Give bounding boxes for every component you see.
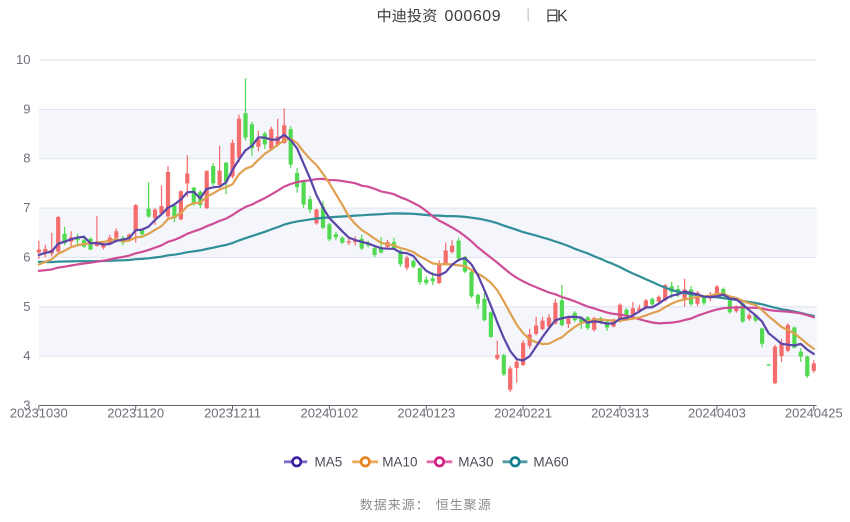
- svg-text:MA30: MA30: [458, 455, 493, 470]
- svg-text:MA10: MA10: [382, 455, 417, 470]
- svg-text:MA5: MA5: [315, 455, 343, 470]
- svg-text:20240403: 20240403: [688, 406, 746, 421]
- svg-text:20240221: 20240221: [494, 406, 552, 421]
- svg-text:9: 9: [23, 101, 30, 116]
- svg-text:20231120: 20231120: [107, 406, 164, 421]
- svg-text:MA60: MA60: [533, 455, 568, 470]
- svg-text:7: 7: [23, 200, 30, 215]
- svg-text:10: 10: [16, 52, 30, 67]
- svg-text:20240102: 20240102: [300, 406, 358, 421]
- svg-text:20240425: 20240425: [785, 406, 843, 421]
- svg-text:3: 3: [23, 398, 30, 413]
- svg-text:8: 8: [23, 151, 30, 166]
- svg-text:20231211: 20231211: [204, 406, 261, 421]
- svg-text:6: 6: [23, 249, 30, 264]
- svg-text:20231030: 20231030: [10, 406, 68, 421]
- svg-text:20240313: 20240313: [591, 406, 649, 421]
- svg-text:4: 4: [23, 348, 30, 363]
- svg-text:20240123: 20240123: [397, 406, 455, 421]
- svg-text:5: 5: [23, 299, 30, 314]
- svg-text:K: K: [557, 8, 568, 25]
- svg-text:000609: 000609: [445, 8, 502, 25]
